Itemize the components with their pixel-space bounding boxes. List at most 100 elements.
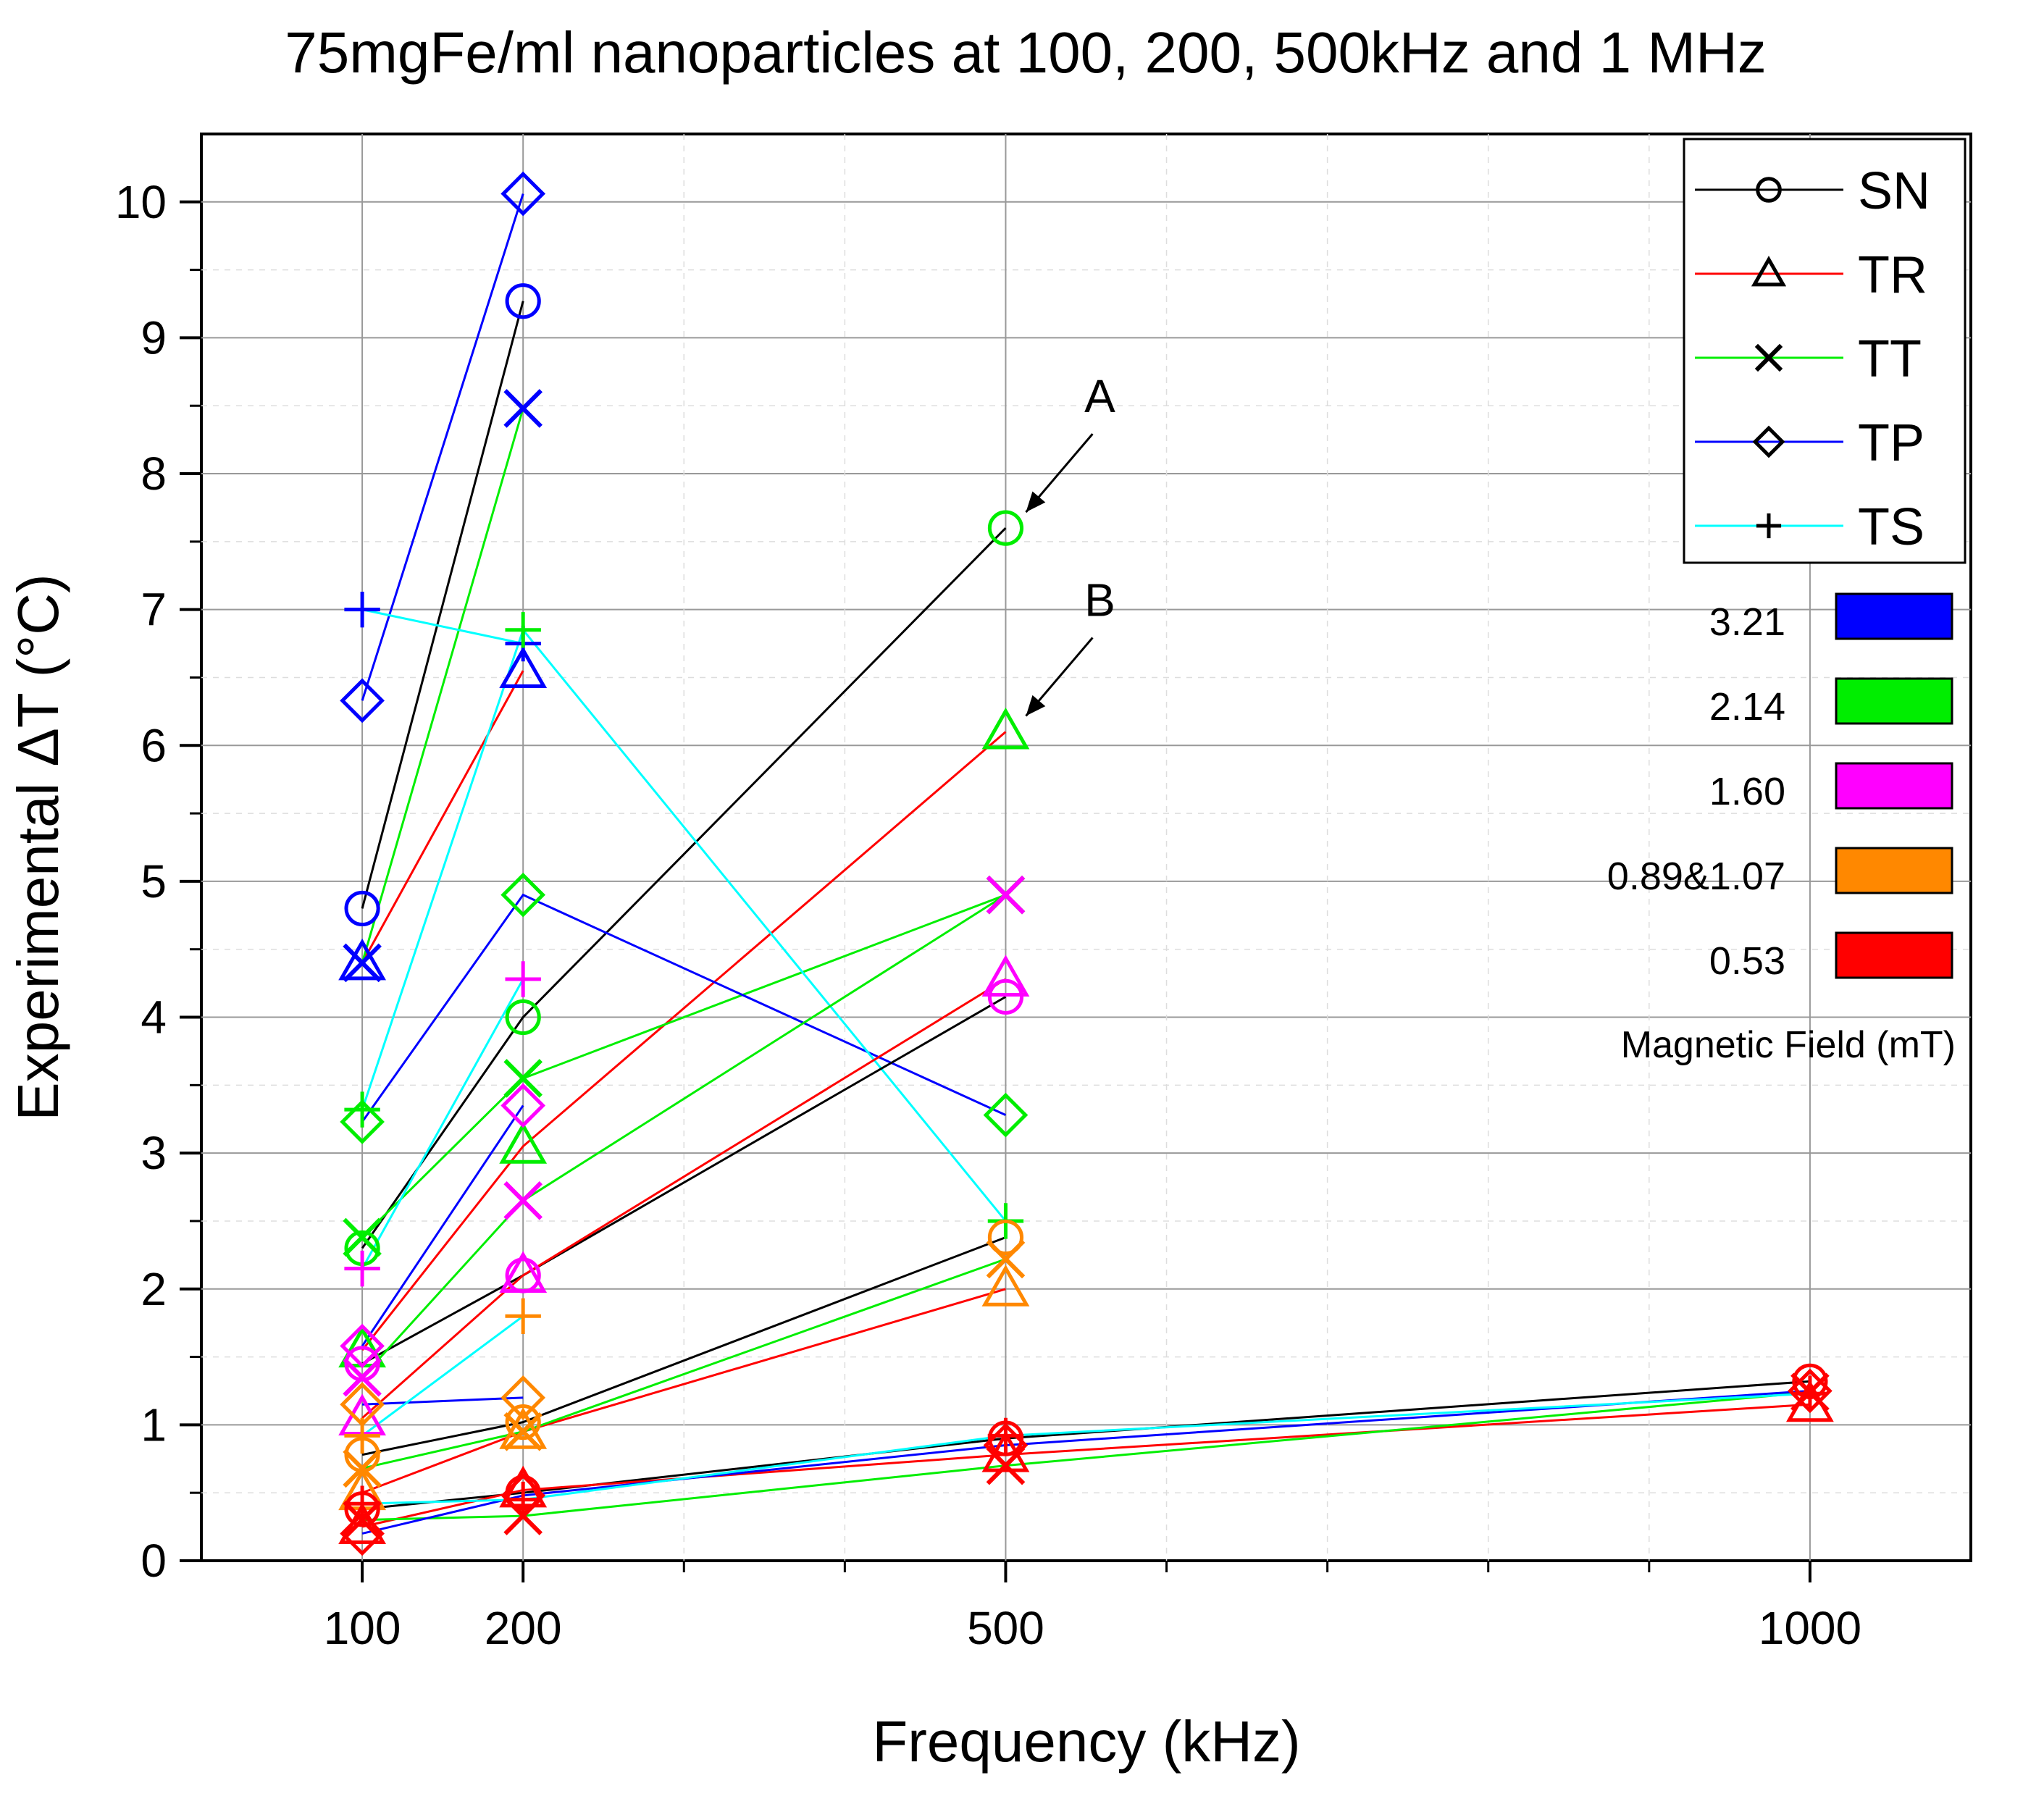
x-tick-label: 200 <box>485 1602 562 1654</box>
series-line <box>361 893 1007 1123</box>
data-point <box>983 1422 1029 1468</box>
annotation-label: A <box>1084 370 1115 422</box>
data-point <box>987 978 1024 1015</box>
legend-label: TT <box>1858 330 1922 388</box>
data-point <box>981 1265 1030 1307</box>
legend-marker <box>1756 177 1782 203</box>
series-line <box>361 670 524 964</box>
annotations: AB <box>1025 370 1115 717</box>
x-tick-label: 100 <box>324 1602 401 1654</box>
field-label: 3.21 <box>1709 600 1785 644</box>
y-tick-label: 1 <box>141 1398 167 1451</box>
legend-label: TP <box>1858 414 1924 472</box>
data-point <box>344 591 380 628</box>
y-tick-label: 2 <box>141 1263 167 1315</box>
series-line <box>361 1104 524 1347</box>
data-point <box>503 1181 543 1220</box>
plot-area-frame <box>200 133 1972 1562</box>
axes: 0 1 2 3 4 5 6 7 8 9 10 100 200 500 1000 <box>115 176 1861 1654</box>
data-point <box>340 1511 385 1556</box>
annotation-arrowhead <box>1026 695 1046 716</box>
legend-label: SN <box>1858 162 1930 220</box>
field-swatch <box>1835 931 1953 979</box>
series-line <box>361 608 524 645</box>
data-point <box>505 961 541 997</box>
series-line <box>361 1236 1006 1456</box>
data-point <box>344 1485 380 1522</box>
field-legend-title: Magnetic Field (mT) <box>1621 1024 1956 1066</box>
series-line <box>361 408 524 963</box>
series-line <box>361 978 524 1270</box>
data-point <box>505 612 541 648</box>
legend-label: TR <box>1858 246 1927 304</box>
y-tick-label: 10 <box>115 176 167 228</box>
legend-marker <box>1751 256 1787 287</box>
data-point <box>986 875 1026 915</box>
y-tick-label: 8 <box>141 448 167 500</box>
data-point <box>340 678 385 724</box>
data-point <box>499 1407 548 1449</box>
field-label: 1.60 <box>1709 770 1785 813</box>
series-line <box>361 1315 524 1437</box>
data-point <box>983 1092 1029 1138</box>
data-point <box>344 1091 380 1128</box>
data-point <box>981 707 1030 750</box>
y-tick-label: 9 <box>141 311 167 364</box>
y-axis-label: Experimental ΔT (°C) <box>6 574 70 1120</box>
annotation-label: B <box>1084 574 1115 626</box>
series-line <box>361 731 1007 1351</box>
data-point <box>505 1298 541 1334</box>
series-line <box>361 978 1007 1420</box>
data-point <box>505 1404 541 1441</box>
data-point <box>343 943 382 983</box>
data-point <box>340 1323 385 1369</box>
y-tick-label: 6 <box>141 719 167 771</box>
data-point <box>343 1357 382 1397</box>
field-swatch <box>1835 592 1953 640</box>
legend-box <box>1683 138 1966 564</box>
field-label: 2.14 <box>1709 685 1785 729</box>
series-line <box>362 1396 524 1406</box>
field-swatch <box>1835 847 1953 894</box>
y-tick-label: 7 <box>141 584 167 636</box>
field-label: 0.89&1.07 <box>1607 855 1785 898</box>
series-legend: SN TR TT TP TS <box>1683 138 1966 564</box>
annotation-arrowhead <box>1026 491 1046 513</box>
data-point <box>505 999 541 1036</box>
series-markers <box>338 171 1834 1556</box>
data-point <box>338 938 386 981</box>
data-point <box>981 955 1030 997</box>
data-point <box>344 1417 380 1454</box>
legend-marker <box>1752 425 1785 458</box>
data-point <box>340 1099 385 1144</box>
data-point <box>503 1059 543 1098</box>
y-tick-label: 0 <box>141 1535 167 1587</box>
data-point <box>343 1448 382 1488</box>
field-swatch <box>1835 762 1953 810</box>
data-point <box>344 890 380 927</box>
data-point <box>987 1219 1024 1256</box>
data-point <box>500 1375 546 1420</box>
magnetic-field-legend: 3.21 2.14 1.60 0.89&1.07 0.53 Magnetic Field … <box>1607 592 1956 1066</box>
x-tick-label: 1000 <box>1759 1602 1861 1654</box>
data-point <box>343 1217 382 1257</box>
legend-marker <box>1754 343 1783 372</box>
data-point <box>344 1250 380 1287</box>
data-point <box>503 1412 543 1451</box>
y-tick-label: 4 <box>141 991 167 1044</box>
series-line <box>362 1392 1810 1505</box>
data-point <box>503 389 543 428</box>
x-tick-label: 500 <box>967 1602 1044 1654</box>
data-point <box>500 872 546 918</box>
field-label: 0.53 <box>1709 939 1785 983</box>
series-line <box>362 1391 1811 1522</box>
data-point <box>499 1251 548 1293</box>
data-point <box>500 171 546 217</box>
data-point <box>500 1083 546 1128</box>
data-point <box>505 1481 541 1518</box>
data-point <box>987 1417 1024 1454</box>
series-line <box>361 301 524 909</box>
data-point <box>499 1122 548 1164</box>
data-point <box>986 1239 1026 1279</box>
